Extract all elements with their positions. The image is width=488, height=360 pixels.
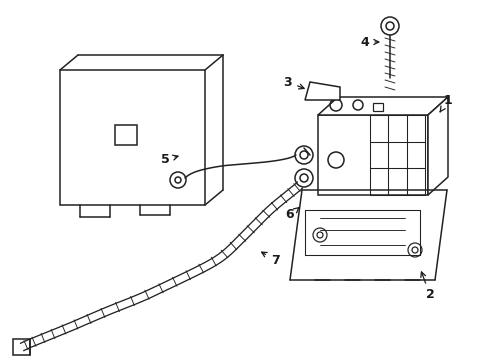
Polygon shape	[427, 97, 447, 195]
Bar	[372, 103, 382, 111]
Polygon shape	[13, 339, 30, 355]
Bar	[317, 115, 427, 195]
Text: 6: 6	[285, 207, 299, 221]
Text: 1: 1	[439, 94, 451, 112]
Text: 2: 2	[420, 272, 433, 301]
Text: 7: 7	[261, 252, 279, 266]
Bar	[115, 125, 137, 145]
Text: 3: 3	[283, 76, 304, 89]
Text: 4: 4	[360, 36, 378, 49]
Polygon shape	[305, 82, 339, 100]
Text: 5: 5	[160, 153, 178, 166]
Polygon shape	[317, 97, 447, 115]
Bar	[60, 70, 204, 205]
